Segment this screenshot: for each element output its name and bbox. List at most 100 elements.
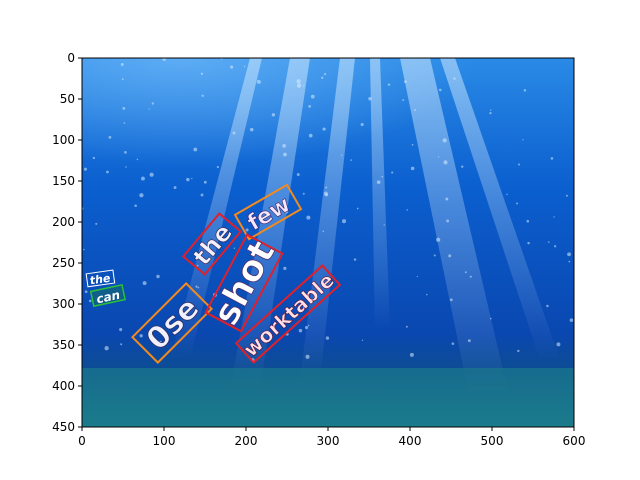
x-tick-label: 400 <box>399 434 422 448</box>
bubble <box>141 176 145 181</box>
bubble <box>414 109 416 112</box>
bubble <box>201 94 204 97</box>
bubble <box>361 339 364 341</box>
bubble <box>518 163 521 166</box>
y-tick-label: 400 <box>52 379 75 393</box>
bubble <box>271 113 276 117</box>
bubble <box>567 252 571 257</box>
bubble <box>302 85 305 87</box>
bubble <box>173 186 177 190</box>
bubbles <box>82 58 574 362</box>
bubble <box>296 173 300 177</box>
bubble <box>125 166 127 168</box>
bubble <box>322 230 325 233</box>
bubble <box>324 73 327 76</box>
bubble <box>553 216 555 218</box>
y-tick-label: 450 <box>52 420 75 434</box>
sea-floor <box>82 368 574 427</box>
y-tick-label: 250 <box>52 256 75 270</box>
bubble <box>464 271 467 274</box>
bubble <box>442 138 447 143</box>
bubble <box>206 246 209 250</box>
bubble <box>139 334 143 338</box>
bubble <box>283 266 287 271</box>
y-tick-label: 150 <box>52 174 75 188</box>
x-tick-label: 0 <box>78 434 86 448</box>
bubble <box>426 293 428 296</box>
bubble <box>556 342 561 347</box>
bubble <box>283 152 287 157</box>
svg-text:the: the <box>89 272 112 288</box>
bubble <box>142 281 147 286</box>
bubble <box>410 166 415 171</box>
y-tick-label: 0 <box>67 51 75 65</box>
y-tick-label: 200 <box>52 215 75 229</box>
bubble <box>122 107 126 110</box>
bubble <box>405 325 408 328</box>
bubble <box>353 258 357 261</box>
bubble <box>565 194 568 197</box>
bubble <box>134 204 137 207</box>
bubble <box>451 342 455 346</box>
bubble <box>550 157 554 160</box>
bubble <box>243 65 246 68</box>
bubble <box>437 156 440 158</box>
bubble <box>120 343 123 346</box>
bubble <box>256 79 261 84</box>
bubble <box>448 254 452 258</box>
bubble <box>95 222 98 225</box>
svg-text:can: can <box>95 288 121 307</box>
bubble <box>203 180 207 184</box>
bubble <box>121 78 124 81</box>
bubble <box>124 151 127 154</box>
bubble <box>506 193 508 196</box>
bubble <box>516 202 518 205</box>
bubble <box>158 340 162 344</box>
bubble <box>245 228 249 232</box>
bubble <box>489 111 492 115</box>
bubble <box>391 171 394 174</box>
y-tick-label: 50 <box>60 92 75 106</box>
bubble <box>308 105 312 108</box>
bubble <box>411 143 414 146</box>
light-rays <box>170 58 560 400</box>
bubble <box>120 63 124 66</box>
bubble <box>383 224 385 226</box>
bubble <box>548 241 550 243</box>
bubble <box>119 328 123 332</box>
bubble <box>416 275 418 278</box>
bubble <box>325 336 330 340</box>
x-tick-label: 200 <box>235 434 258 448</box>
bubble <box>325 193 328 197</box>
y-tick-label: 350 <box>52 338 75 352</box>
bubble <box>523 89 527 92</box>
bubble <box>186 177 190 182</box>
bubble <box>193 147 198 152</box>
bubble <box>376 180 381 184</box>
bubble <box>123 122 126 124</box>
bubble <box>445 197 449 201</box>
bubble <box>436 237 441 242</box>
bubble <box>200 193 204 197</box>
bubble <box>381 175 383 178</box>
x-tick-label: 600 <box>563 434 586 448</box>
bubble <box>406 209 408 211</box>
bubble <box>306 215 311 220</box>
bubble <box>136 158 139 161</box>
bubble <box>216 165 219 169</box>
bubble <box>307 324 310 327</box>
bubble <box>443 160 448 165</box>
bubble <box>325 186 328 189</box>
bubble <box>249 127 254 132</box>
bubble <box>233 247 236 249</box>
bubble <box>438 88 442 92</box>
bubble <box>467 339 471 343</box>
bubble <box>191 177 193 180</box>
bubble <box>302 192 305 195</box>
bubble <box>409 352 414 357</box>
bubble <box>517 349 520 353</box>
bubble <box>308 133 313 138</box>
bubble <box>298 328 303 333</box>
bubble <box>83 248 85 251</box>
bubble <box>139 193 144 198</box>
